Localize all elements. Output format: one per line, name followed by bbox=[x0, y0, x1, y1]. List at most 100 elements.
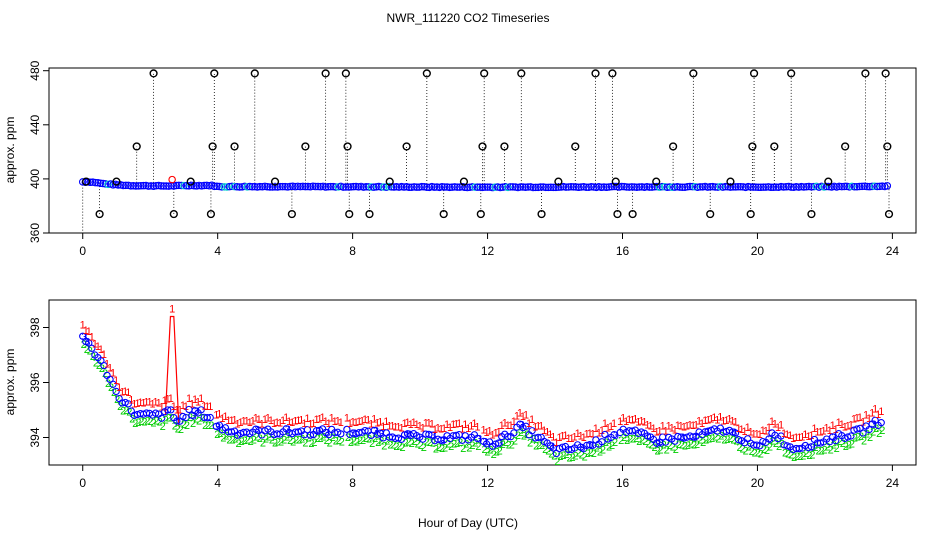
spike-point bbox=[343, 142, 352, 151]
series-1-label: 1 bbox=[842, 422, 848, 434]
series-2-label: 2 bbox=[651, 442, 657, 454]
baseline-point bbox=[777, 432, 785, 440]
baseline-point bbox=[359, 183, 368, 191]
series-1-label: 1 bbox=[207, 401, 213, 413]
series-3-label: 3 bbox=[315, 426, 321, 438]
series-2-label: 2 bbox=[536, 440, 542, 452]
baseline-point bbox=[109, 380, 117, 388]
baseline-point bbox=[650, 183, 659, 191]
baseline-point bbox=[306, 431, 315, 439]
series-1-label: 1 bbox=[274, 417, 280, 429]
series-2-label: 2 bbox=[685, 440, 691, 452]
series-1-label: 1 bbox=[444, 419, 450, 431]
series-2-label: 2 bbox=[831, 439, 837, 451]
spike-point bbox=[132, 142, 141, 151]
series-1-label: 1 bbox=[159, 402, 165, 414]
series-1-label: 1 bbox=[125, 387, 131, 399]
baseline-point bbox=[227, 428, 236, 436]
top-axes: 0 4 8 12 16 20 24 360 400 440 480 bbox=[28, 60, 899, 258]
baseline-point bbox=[245, 182, 254, 191]
baseline-point bbox=[390, 183, 398, 191]
series-1-label: 1 bbox=[702, 415, 708, 427]
baseline-point bbox=[509, 183, 517, 191]
spike-point bbox=[439, 209, 448, 219]
baseline-point bbox=[164, 406, 172, 414]
baseline-point bbox=[767, 183, 775, 192]
series-1-label: 1 bbox=[620, 413, 626, 425]
y-tick-label: 396 bbox=[28, 372, 42, 392]
x-tick-label: 8 bbox=[349, 244, 356, 258]
series-1-label: 1 bbox=[714, 414, 720, 426]
baseline-point bbox=[200, 181, 208, 190]
series-3-label: 3 bbox=[476, 434, 482, 446]
baseline-point bbox=[522, 422, 530, 430]
baseline-point bbox=[233, 183, 241, 191]
series-1-label: 1 bbox=[523, 410, 529, 422]
series-1-label: 1 bbox=[863, 409, 869, 421]
baseline-point bbox=[367, 183, 375, 191]
series-1-label: 1 bbox=[511, 416, 517, 428]
baseline-point bbox=[665, 183, 674, 191]
baseline-point bbox=[314, 182, 322, 191]
series-2-label: 2 bbox=[800, 451, 806, 463]
baseline-point bbox=[352, 182, 360, 191]
series-2-label: 2 bbox=[576, 447, 582, 459]
series-2-label: 2 bbox=[427, 437, 433, 449]
baseline-point bbox=[405, 183, 413, 192]
series-1-label: 1 bbox=[821, 425, 827, 437]
series-1-label: 1 bbox=[699, 418, 705, 430]
series-2-label: 2 bbox=[548, 448, 554, 460]
series-2-label: 2 bbox=[111, 387, 117, 399]
series-2-label: 2 bbox=[409, 438, 415, 450]
series-2-label: 2 bbox=[314, 433, 320, 445]
series-2-label: 2 bbox=[281, 434, 287, 446]
series-1-label: 1 bbox=[808, 430, 814, 442]
baseline-point bbox=[883, 182, 892, 190]
baseline-point bbox=[708, 182, 717, 191]
series-2-label: 2 bbox=[393, 441, 399, 453]
series-2-label: 2 bbox=[563, 449, 569, 461]
series-1-label: 1 bbox=[80, 320, 86, 332]
series-1-label: 1 bbox=[98, 344, 104, 356]
series-2-label: 2 bbox=[172, 420, 178, 432]
baseline-point bbox=[235, 183, 244, 191]
series-2-label: 2 bbox=[460, 443, 466, 455]
baseline-point bbox=[88, 344, 96, 352]
spike-point bbox=[883, 142, 892, 151]
series-1-label: 1 bbox=[520, 411, 526, 423]
series-1-label: 1 bbox=[660, 420, 666, 432]
series-1-label: 1 bbox=[286, 416, 292, 428]
baseline-point bbox=[703, 183, 712, 191]
series-2-label: 2 bbox=[661, 440, 667, 452]
series-2-label: 2 bbox=[573, 451, 579, 463]
series-1-label: 1 bbox=[769, 416, 775, 428]
series-1-label: 1 bbox=[490, 430, 496, 442]
series-2-label: 2 bbox=[299, 434, 305, 446]
baseline-point bbox=[638, 183, 646, 191]
baseline-point bbox=[177, 181, 186, 190]
series-1-label: 1 bbox=[827, 425, 833, 437]
baseline-point bbox=[782, 183, 790, 191]
series-2-label: 2 bbox=[87, 345, 93, 357]
baseline-point bbox=[230, 182, 239, 191]
series-2-label: 2 bbox=[114, 394, 120, 406]
baseline-point bbox=[158, 414, 166, 422]
baseline-point bbox=[182, 413, 190, 422]
baseline-point bbox=[850, 182, 859, 191]
series-2-label: 2 bbox=[822, 445, 828, 457]
series-2-label: 2 bbox=[603, 437, 609, 449]
series-1-label: 1 bbox=[675, 420, 681, 432]
series-1-label: 1 bbox=[824, 422, 830, 434]
baseline-point bbox=[859, 429, 867, 437]
series-1-label: 1 bbox=[134, 398, 140, 410]
baseline-point bbox=[291, 182, 300, 191]
baseline-point bbox=[721, 182, 730, 191]
series-2-label: 2 bbox=[175, 424, 181, 436]
series-2-label: 2 bbox=[254, 432, 260, 444]
series-2-label: 2 bbox=[752, 448, 758, 460]
series-1-label: 1 bbox=[116, 382, 122, 394]
baseline-point bbox=[361, 426, 369, 435]
series-1-label: 1 bbox=[575, 428, 581, 440]
series-2-label: 2 bbox=[141, 417, 147, 429]
